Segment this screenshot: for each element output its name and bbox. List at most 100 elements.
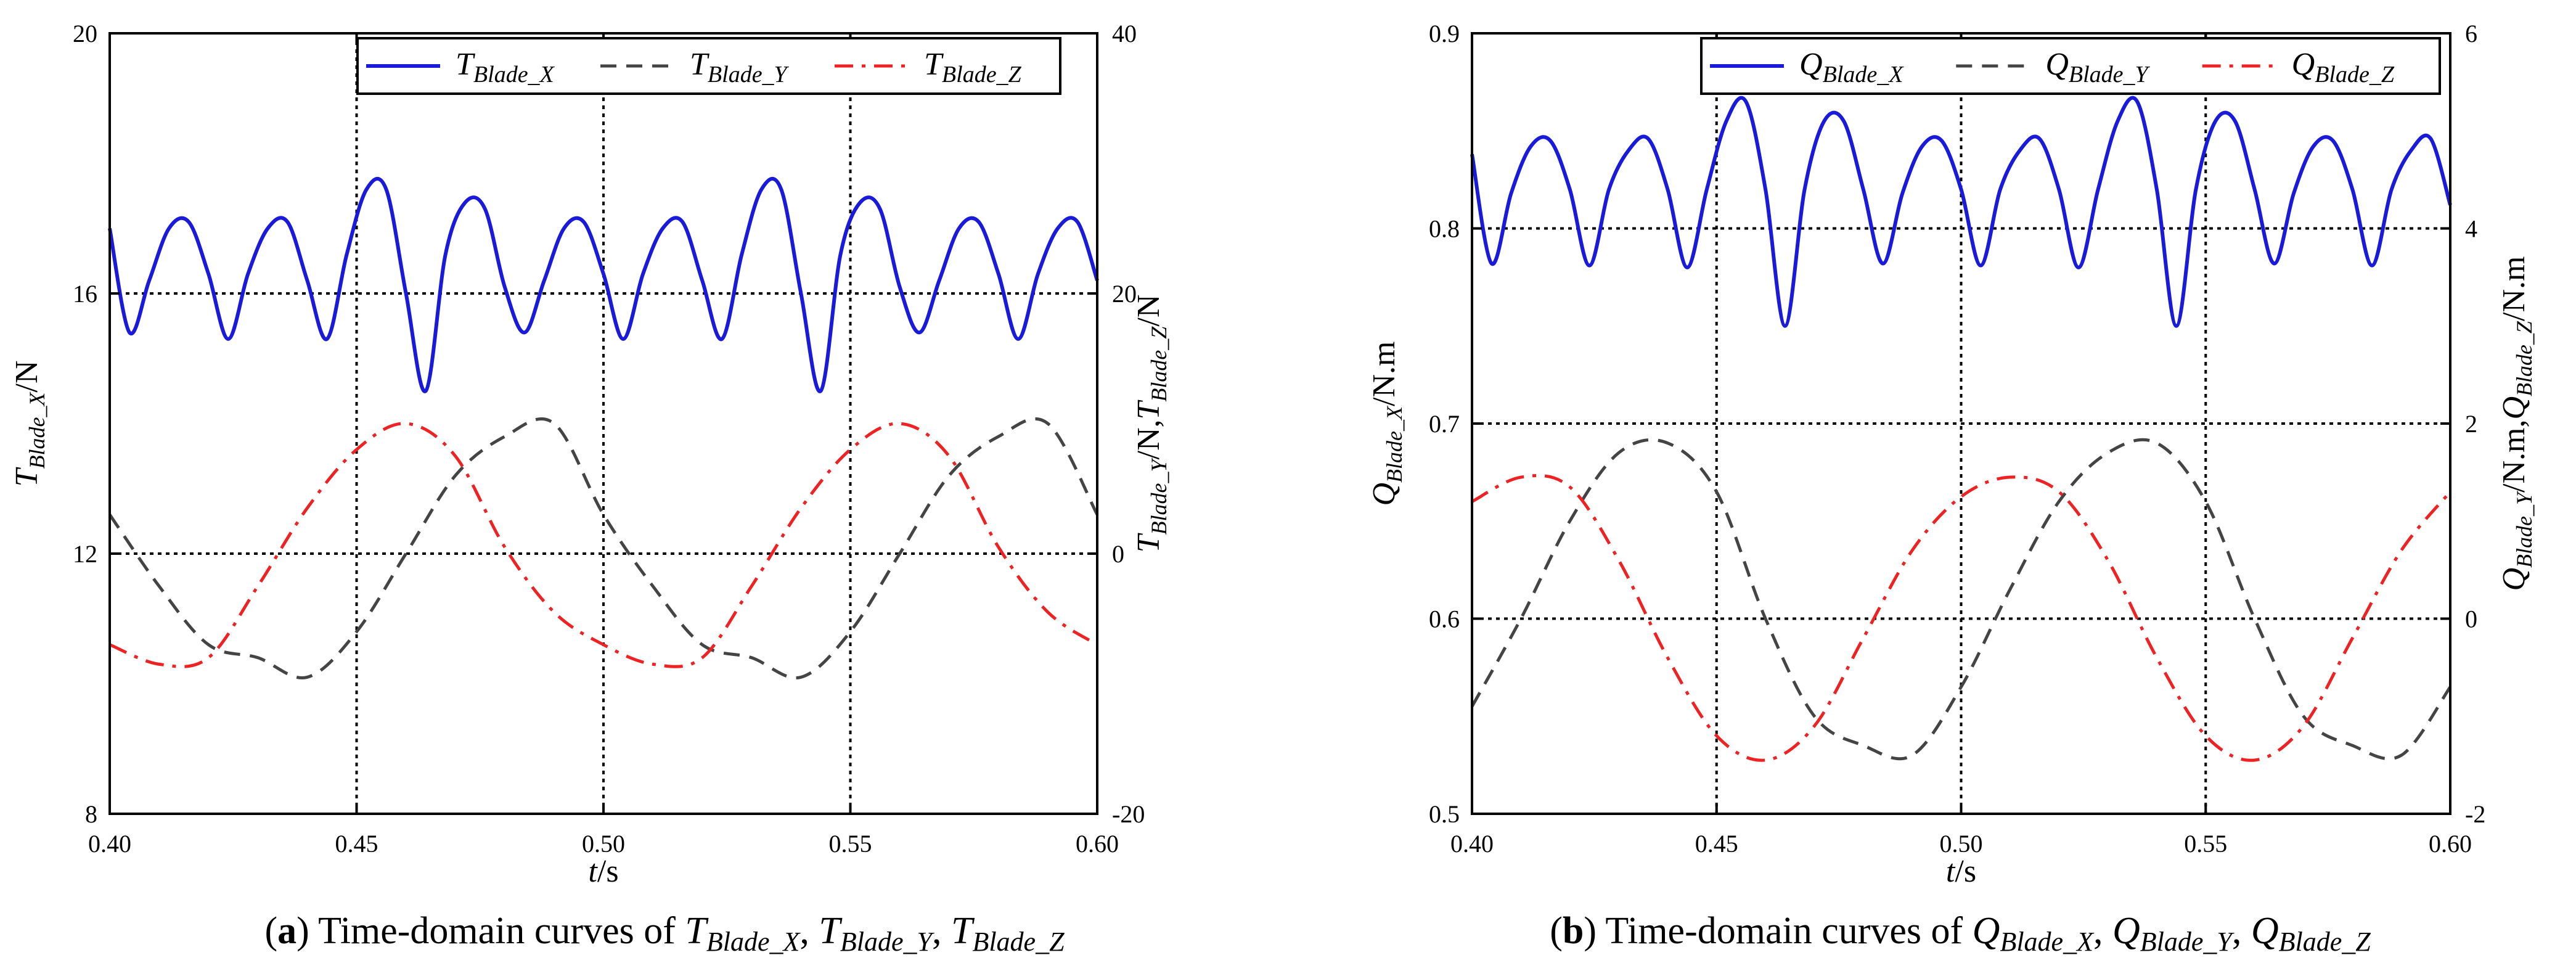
y-left-label-unit: /N [9,361,44,393]
legend: TBlade_X TBlade_Y TBlade_Z [356,37,1061,95]
caption-text: ) Time-domain curves of [1584,910,1972,952]
legend-label-sub: Blade_X [1823,62,1905,88]
legend-label-Q_Blade_Y: QBlade_Y [2045,47,2150,88]
y-right-label-var2: Q [2496,396,2532,420]
y-left-tick-label: 16 [73,280,97,308]
caption-paren: ( [264,910,277,952]
legend-label-T_Blade_X: TBlade_X [456,47,555,88]
y-right-label-sub2: Blade_Z [1147,326,1171,402]
caption-sep: , [932,910,951,952]
series-line-T_Blade_Y [108,417,1099,679]
y-right-label-unit2: /N.m [2496,256,2532,321]
x-tick-label: 0.50 [582,830,625,858]
series-line-T_Blade_Z [109,422,1098,668]
legend-box [356,37,1061,95]
y-left-tick-label: 0.5 [1429,800,1460,828]
legend-label-var: T [690,47,709,82]
x-tick-label: 0.40 [1450,830,1494,858]
y-right-tick-label: 4 [2465,215,2477,243]
x-tick-label: 0.55 [829,830,872,858]
legend-label-Q_Blade_Z: QBlade_Z [2292,47,2395,88]
y-right-tick-label: 2 [2465,410,2477,438]
y-right-label-sub1: Blade_Y [1147,457,1171,535]
caption-var-sub: Blade_Z [972,927,1065,957]
y-left-label-sub: Blade_X [1382,405,1407,483]
x-tick-label: 0.60 [2429,830,2472,858]
caption-sep: , [799,910,819,952]
caption-var: T [685,910,709,952]
x-axis-label-var: t [1946,854,1956,889]
caption-panel-label: b [1563,910,1584,952]
y-right-label-unit2: /N [1131,295,1166,327]
legend-label-T_Blade_Y: TBlade_Y [690,47,790,88]
y-left-label-var: Q [1367,483,1402,506]
y-right-label-sub1: Blade_Y [2512,490,2537,568]
y-right-label-var1: T [1131,533,1166,552]
y-right-label-var2: T [1131,400,1166,420]
figure-caption: (b) Time-domain curves of QBlade_X, QBla… [1550,910,2371,957]
legend-label-var: Q [2045,47,2069,82]
caption-text: ) Time-domain curves of [296,910,685,952]
y-right-tick-label: 20 [1112,280,1137,308]
x-tick-label: 0.45 [1695,830,1738,858]
y-right-label-var1: Q [2496,568,2532,591]
caption-var-sub: Blade_X [2000,927,2095,957]
y-left-label-sub: Blade_X [25,391,49,469]
caption-var: T [951,910,975,952]
legend-label-sub: Blade_Y [708,62,790,88]
y-right-tick-label: -20 [1112,800,1145,828]
caption-var: Q [2251,910,2279,952]
caption-var-sub: Blade_Y [2140,927,2235,957]
y-left-tick-label: 20 [73,20,97,47]
series-line-Q_Blade_X [1470,96,2452,328]
y-right-tick-label: 40 [1112,20,1137,47]
y-right-tick-label: 0 [2465,605,2477,633]
panel-b: 0.40 0.45 0.50 0.55 0.60 0.5 0.6 0.7 0.8 0.9 -2 0 2 4… [1367,20,2537,957]
y-left-tick-label: 12 [73,540,97,568]
y-right-axis-label: QBlade_Y/N.m,QBlade_Z/N.m [2496,256,2537,591]
x-tick-label: 0.50 [1940,830,1983,858]
y-right-label-sub2: Blade_Z [2512,321,2537,396]
y-left-tick-label: 0.9 [1429,20,1460,47]
panel-a: 0.40 0.45 0.50 0.55 0.608121620-2002040t/sTB… [9,20,1171,957]
caption-var-sub: Blade_X [706,927,801,957]
plot-frame [108,32,1098,815]
caption-sep: , [2232,910,2251,952]
y-right-tick-label: -2 [2465,800,2485,828]
legend-label-var: Q [1799,47,1823,82]
y-right-label-unit1: /N, [1131,420,1166,460]
legend-label-sub: Blade_Z [2315,62,2395,88]
legend-label-sub: Blade_Z [942,62,1022,88]
x-axis-label-var: t [588,854,598,889]
series-line-T_Blade_X [108,176,1099,393]
y-right-label-unit1: /N.m, [2496,420,2532,493]
y-left-tick-label: 0.7 [1429,410,1460,438]
y-left-tick-label: 0.6 [1429,605,1460,633]
legend-label-var: T [456,47,475,82]
y-left-tick-label: 0.8 [1429,215,1460,243]
series-line-Q_Blade_Z [1471,473,2451,762]
x-axis-label-unit: /s [597,854,619,889]
legend-box [1700,37,2441,95]
x-axis-label: t/s [588,854,618,889]
y-right-axis-label: TBlade_Y/N,TBlade_Z/N [1131,295,1171,553]
y-left-tick-label: 8 [85,800,97,828]
x-axis-label: t/s [1946,854,1976,889]
caption-var: Q [2112,910,2140,952]
caption-var: Q [1973,910,2000,952]
legend-label-var: Q [2292,47,2315,82]
y-left-label-var: T [9,467,44,486]
legend-label-var: T [924,47,944,82]
caption-var-sub: Blade_Z [2279,927,2371,957]
figure-caption: (a) Time-domain curves of TBlade_X, TBla… [264,910,1065,957]
caption-panel-label: a [277,910,296,952]
x-tick-label: 0.40 [88,830,131,858]
legend: QBlade_X QBlade_Y QBlade_Z [1700,37,2441,95]
legend-label-sub: Blade_Y [2069,62,2151,88]
y-left-label-unit: /N.m [1367,342,1402,406]
caption-sep: , [2093,910,2112,952]
legend-label-sub: Blade_X [473,62,555,88]
y-right-tick-label: 6 [2465,20,2477,47]
caption-paren: ( [1550,910,1563,952]
x-tick-label: 0.55 [2184,830,2227,858]
